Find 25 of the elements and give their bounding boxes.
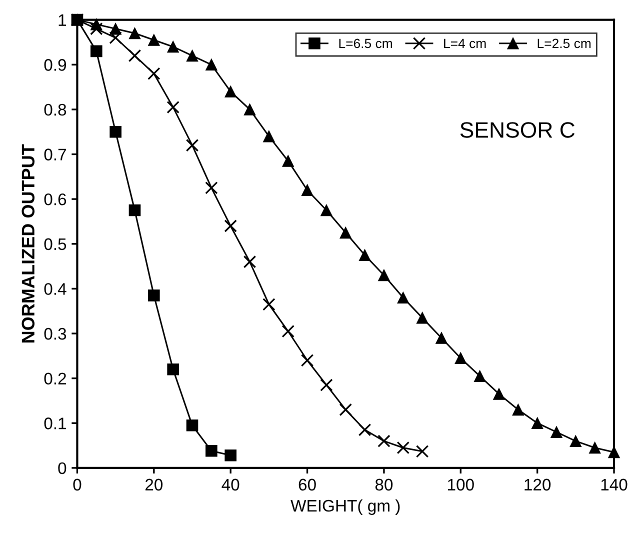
y-tick-label: 0 <box>58 462 66 474</box>
legend-label: L=4 cm <box>444 38 486 48</box>
y-tick-label: 0.6 <box>44 193 66 206</box>
x-axis-title: WEIGHT( gm ) <box>290 499 400 515</box>
legend-label: L=2.5 cm <box>538 38 591 48</box>
x-tick-label: 80 <box>375 478 393 491</box>
x-tick-label: 140 <box>601 478 628 491</box>
y-tick-label: 0.4 <box>44 283 66 295</box>
annotation: SENSOR C <box>460 122 575 138</box>
y-tick-label: 1 <box>58 14 66 26</box>
y-tick-label: 0.1 <box>44 418 66 430</box>
y-axis-title: NORMALIZED OUTPUT <box>22 144 35 342</box>
y-tick-label: 0.5 <box>44 238 66 250</box>
y-tick-label: 0.9 <box>44 59 66 71</box>
x-tick-label: 0 <box>73 478 82 491</box>
x-tick-label: 60 <box>298 478 316 491</box>
y-tick-label: 0.8 <box>44 104 66 116</box>
x-tick-label: 40 <box>222 478 240 491</box>
y-tick-label: 0.7 <box>44 148 66 160</box>
y-tick-label: 0.3 <box>44 328 66 340</box>
y-tick-label: 0.2 <box>44 372 66 385</box>
x-tick-label: 100 <box>448 478 474 491</box>
legend-label: L=6.5 cm <box>339 38 392 48</box>
x-tick-label: 120 <box>524 478 551 491</box>
x-tick-label: 20 <box>145 478 163 491</box>
